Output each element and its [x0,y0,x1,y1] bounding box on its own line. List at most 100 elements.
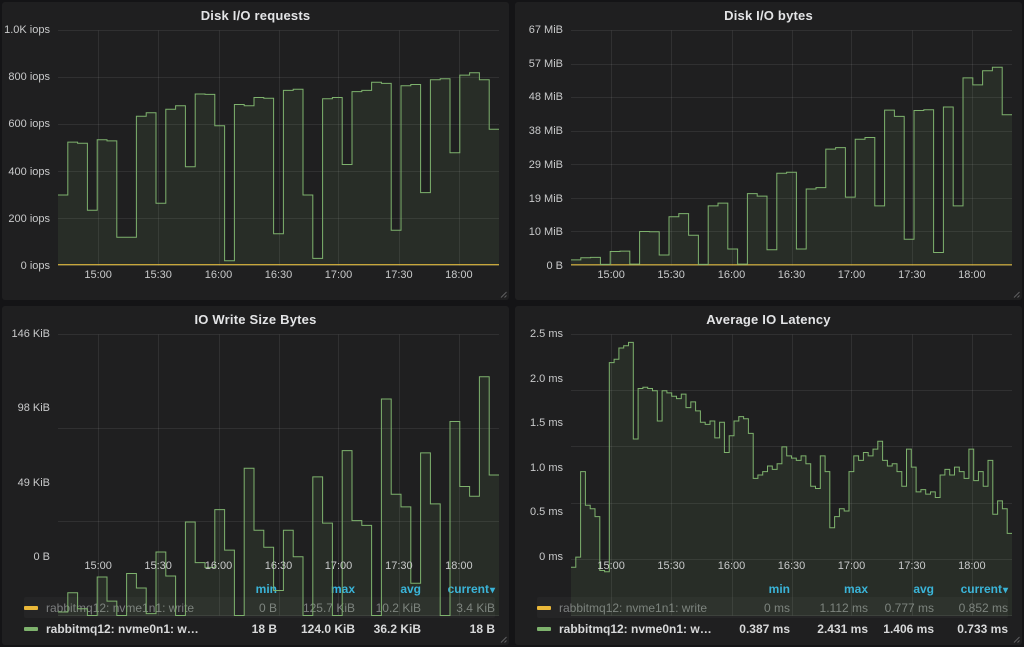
panel-disk-io-requests: Disk I/O requests 0 iops 200 iops 400 iops… [2,2,509,300]
y-axis-label: 1.0 ms [529,461,563,474]
x-axis-label: 16:30 [777,560,806,572]
x-axis-label: 16:00 [717,560,746,572]
x-axis-row: 15:00 15:30 16:00 16:30 17:00 17:30 18:00 [515,266,1022,286]
y-axis-label: 2.0 ms [529,372,563,385]
x-axis-label: 18:00 [958,269,986,281]
x-axis-label: 15:30 [144,560,172,572]
legend-sort-max[interactable]: max [843,581,868,596]
panel-title[interactable]: IO Write Size Bytes [194,311,317,327]
legend-sort-avg[interactable]: avg [913,581,934,596]
panel-header: Disk I/O bytes [515,2,1022,28]
x-axis-label: 16:30 [777,269,806,281]
x-axis-label: 17:00 [837,560,866,572]
panel-resize-handle[interactable] [497,288,507,298]
x-axis-label: 18:00 [958,560,986,572]
x-axis-label: 15:00 [84,560,112,572]
y-axis: 0 B 49 KiB 98 KiB 146 KiB [2,328,58,563]
panel-title[interactable]: Disk I/O bytes [724,7,813,23]
x-axis-label: 15:00 [597,269,625,281]
series-toggle[interactable]: rabbitmq12: nvme0n1: write [559,621,716,636]
chart-disk-io-bytes: 0 B 10 MiB 19 MiB 29 MiB 38 MiB 48 MiB 57 MiB 6… [515,24,1022,272]
x-axis-label: 17:00 [324,269,353,281]
legend-value: 2.431 ms [817,621,868,636]
legend-value: 0.387 ms [739,621,790,636]
series-color-swatch [537,626,551,631]
legend-sort-avg[interactable]: avg [400,581,421,596]
y-axis-label: 0 ms [539,551,563,563]
plot-area[interactable] [58,334,499,616]
y-axis: 0 B 10 MiB 19 MiB 29 MiB 38 MiB 48 MiB 57 MiB 6… [515,24,571,272]
x-axis-label: 17:30 [898,560,926,572]
legend-sort-min[interactable]: min [255,581,277,596]
legend-value: 36.2 KiB [373,621,421,636]
y-axis-label: 1.0K iops [4,24,50,36]
plot-area[interactable] [58,30,499,266]
y-axis-label: 1.5 ms [529,417,563,430]
legend-value: 18 B [251,621,277,636]
x-axis-label: 17:00 [324,560,353,572]
legend-value: 0 B [258,600,277,615]
legend-value: 18 B [469,621,495,636]
x-axis-label: 17:30 [385,560,413,572]
x-axis: 15:00 15:30 16:00 16:30 17:00 17:30 18:00 [571,557,1012,577]
x-axis-label: 18:00 [445,269,473,281]
sort-desc-icon: ▾ [489,584,495,596]
y-axis-label: 2.5 ms [529,328,563,340]
panel-title[interactable]: Disk I/O requests [200,7,311,23]
x-axis-label: 15:30 [144,269,172,281]
x-axis-label: 16:00 [717,269,746,281]
panel-header: Disk I/O requests [2,2,509,28]
legend-sort-current[interactable]: current▾ [960,581,1008,596]
x-axis-label: 17:30 [385,269,413,281]
panel-average-io-latency: Average IO Latency 0 ms 0.5 ms 1.0 ms 1.5 m… [515,306,1022,645]
legend-sort-min[interactable]: min [768,581,790,596]
y-axis-label: 67 MiB [528,24,563,36]
y-axis-label: 400 iops [8,165,50,178]
panel-disk-io-bytes: Disk I/O bytes 0 B 10 MiB 19 MiB 29 MiB 38 M… [515,2,1022,300]
legend-row: rabbitmq12: nvme1n1: write 0 ms 1.112 ms 0.… [537,597,1008,618]
x-axis: 15:00 15:30 16:00 16:30 17:00 17:30 18:00 [571,266,1012,286]
series-color-swatch [24,626,38,631]
y-axis-label: 600 iops [8,118,50,131]
panel-title[interactable]: Average IO Latency [706,311,831,327]
x-axis-label: 15:00 [597,560,625,572]
x-axis-label: 15:30 [657,560,685,572]
panel-resize-handle[interactable] [1010,288,1020,298]
y-axis-label: 49 KiB [17,476,50,489]
sort-desc-icon: ▾ [1002,584,1008,596]
legend-sort-current[interactable]: current▾ [447,581,495,596]
panel-io-write-size-bytes: IO Write Size Bytes 0 B 49 KiB 98 KiB 146 K… [2,306,509,645]
panel-resize-handle[interactable] [497,633,507,643]
x-axis-label: 17:00 [837,269,866,281]
x-axis-label: 16:00 [204,560,233,572]
panel-resize-handle[interactable] [1010,633,1020,643]
panel-header: IO Write Size Bytes [2,306,509,332]
legend-header-row: min max avg current▾ [24,580,495,597]
chart-average-io-latency: 0 ms 0.5 ms 1.0 ms 1.5 ms 2.0 ms 2.5 ms [515,328,1022,616]
y-axis: 0 ms 0.5 ms 1.0 ms 1.5 ms 2.0 ms 2.5 ms [515,328,571,563]
x-axis-row: 15:00 15:30 16:00 16:30 17:00 17:30 18:00 [2,266,509,286]
y-axis-label: 29 MiB [528,158,563,171]
x-axis-label: 15:00 [84,269,112,281]
legend-value: 3.4 KiB [456,600,495,615]
y-axis-label: 200 iops [8,212,50,225]
y-axis-label: 38 MiB [528,125,563,138]
legend-row: rabbitmq12: nvme0n1: write 0.387 ms 2.431 … [537,618,1008,639]
legend-sort-max[interactable]: max [330,581,355,596]
y-axis-label: 0.5 ms [529,506,563,519]
series-color-swatch [24,605,38,610]
series-toggle[interactable]: rabbitmq12: nvme0n1: write [46,621,203,636]
legend-header-row: min max avg current▾ [537,580,1008,597]
x-axis-label: 16:30 [264,269,293,281]
legend-value: 0 ms [763,600,790,615]
legend: min max avg current▾ rabbitmq12: nvme1n1: wr… [515,577,1022,645]
y-axis-label: 146 KiB [11,328,50,340]
y-axis-label: 0 B [546,260,563,272]
y-axis-label: 10 MiB [528,226,563,239]
legend-value: 1.406 ms [883,621,934,636]
plot-area[interactable] [571,334,1012,616]
chart-io-write-size-bytes: 0 B 49 KiB 98 KiB 146 KiB [2,328,509,616]
plot-area[interactable] [571,30,1012,266]
y-axis-label: 98 KiB [17,402,50,415]
x-axis: 15:00 15:30 16:00 16:30 17:00 17:30 18:00 [58,557,499,577]
